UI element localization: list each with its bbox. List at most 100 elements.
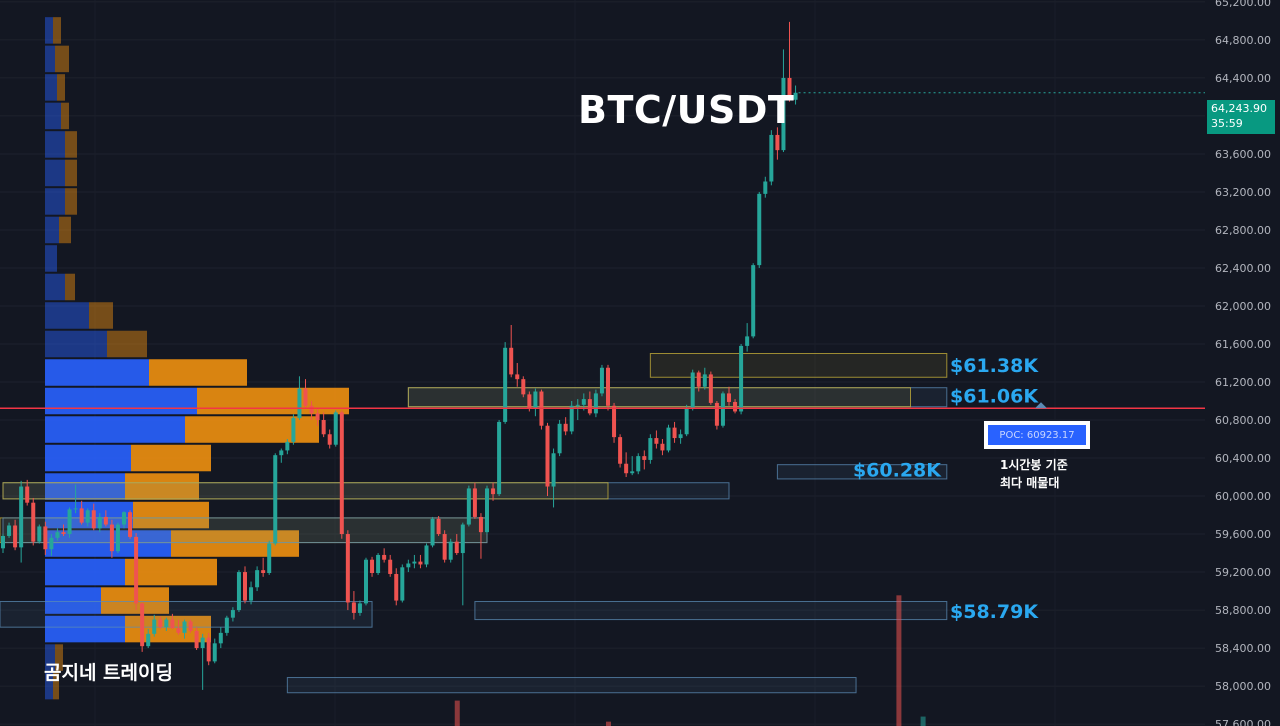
candle xyxy=(630,456,635,476)
candle xyxy=(714,401,719,430)
candle xyxy=(79,500,84,525)
y-tick-label: 64,400.00 xyxy=(1215,72,1271,85)
volume-profile-buy-bar xyxy=(45,188,65,215)
poc-note: 1시간봉 기준 최다 매물대 xyxy=(1000,456,1090,492)
level-label: $60.28K xyxy=(853,459,942,481)
poc-label-box: POC: 60923.17 xyxy=(984,421,1090,449)
y-tick-label: 60,800.00 xyxy=(1215,414,1271,427)
candle xyxy=(781,49,786,153)
candle xyxy=(303,379,308,408)
candle xyxy=(73,484,78,514)
candle-body xyxy=(612,405,617,438)
candle-body xyxy=(394,573,399,601)
candle-body xyxy=(684,407,689,435)
volume-bar xyxy=(920,716,926,726)
candle-body xyxy=(140,603,145,647)
candle-body xyxy=(787,77,792,100)
candle xyxy=(43,521,48,555)
volume-profile-buy-bar xyxy=(45,216,59,244)
candle-body xyxy=(19,486,24,548)
candle xyxy=(55,528,60,541)
candle xyxy=(140,602,145,652)
candle-body xyxy=(309,405,314,414)
candle xyxy=(37,524,42,544)
price-zone xyxy=(649,352,948,378)
candle-body xyxy=(236,572,241,611)
candle xyxy=(230,607,235,622)
y-tick-label: 58,000.00 xyxy=(1215,680,1271,693)
candle-body xyxy=(739,345,744,412)
candle-body xyxy=(527,394,532,409)
candle xyxy=(466,485,471,527)
candle-body xyxy=(448,541,453,560)
price-zone xyxy=(286,677,857,694)
candle-body xyxy=(769,134,774,182)
candle xyxy=(388,554,393,577)
candle xyxy=(478,513,483,559)
candle xyxy=(757,191,762,268)
volume-profile-sell-bar xyxy=(65,131,77,158)
candle-body xyxy=(164,619,169,628)
volume-profile-sell-bar xyxy=(53,672,59,700)
candle-body xyxy=(91,510,96,529)
candle xyxy=(666,424,671,453)
candle-body xyxy=(672,427,677,439)
candle xyxy=(545,422,550,497)
candle xyxy=(751,263,756,339)
candle xyxy=(787,21,792,102)
y-tick-label: 59,200.00 xyxy=(1215,566,1271,579)
candle-body xyxy=(763,181,768,194)
volume-bar xyxy=(896,595,902,726)
candle-body xyxy=(261,570,266,574)
candle-body xyxy=(436,518,441,535)
candle xyxy=(551,448,556,508)
candle-body xyxy=(351,602,356,613)
candle-body xyxy=(7,525,12,536)
candle xyxy=(739,343,744,415)
volume-profile-buy-bar xyxy=(45,387,197,415)
current-price-badge[interactable]: 64,243.90 35:59 xyxy=(1207,100,1275,134)
candle xyxy=(170,613,175,630)
candle xyxy=(618,434,623,468)
candle-body xyxy=(636,456,641,472)
candle-body xyxy=(666,427,671,451)
candle xyxy=(769,130,774,186)
candle xyxy=(708,371,713,405)
candle-body xyxy=(442,534,447,560)
candle-body xyxy=(478,516,483,533)
volume-profile-sell-bar xyxy=(61,102,69,130)
candle xyxy=(1,534,5,554)
candle xyxy=(291,414,296,445)
candle-body xyxy=(606,367,610,406)
y-tick-label: 61,600.00 xyxy=(1215,338,1271,351)
candle xyxy=(279,448,284,463)
candle-body xyxy=(43,526,48,550)
candle xyxy=(164,617,169,631)
candle-body xyxy=(400,567,405,601)
candle xyxy=(345,530,350,611)
candle-body xyxy=(630,471,635,474)
candle xyxy=(370,556,375,577)
candle-body xyxy=(406,563,411,568)
candle xyxy=(557,420,562,457)
candle xyxy=(351,591,356,620)
candle-body xyxy=(678,434,683,439)
volume-profile-buy-bar xyxy=(45,74,57,101)
candle xyxy=(158,616,163,630)
candle xyxy=(339,410,344,539)
candle-body xyxy=(521,379,526,395)
candle-body xyxy=(55,532,60,538)
price-zone xyxy=(2,482,609,500)
candle-body xyxy=(624,463,629,474)
price-zone xyxy=(776,464,948,480)
candle xyxy=(212,638,217,664)
volume-profile-sell-bar xyxy=(185,416,319,443)
candle-body xyxy=(364,559,368,604)
volume-profile-sell-bar xyxy=(65,273,75,301)
candle xyxy=(460,522,465,606)
poc-note-line1: 1시간봉 기준 xyxy=(1000,458,1068,472)
candle-body xyxy=(460,524,465,554)
candle-body xyxy=(230,610,235,618)
volume-profile-buy-bar xyxy=(45,302,89,329)
candle xyxy=(333,410,338,447)
